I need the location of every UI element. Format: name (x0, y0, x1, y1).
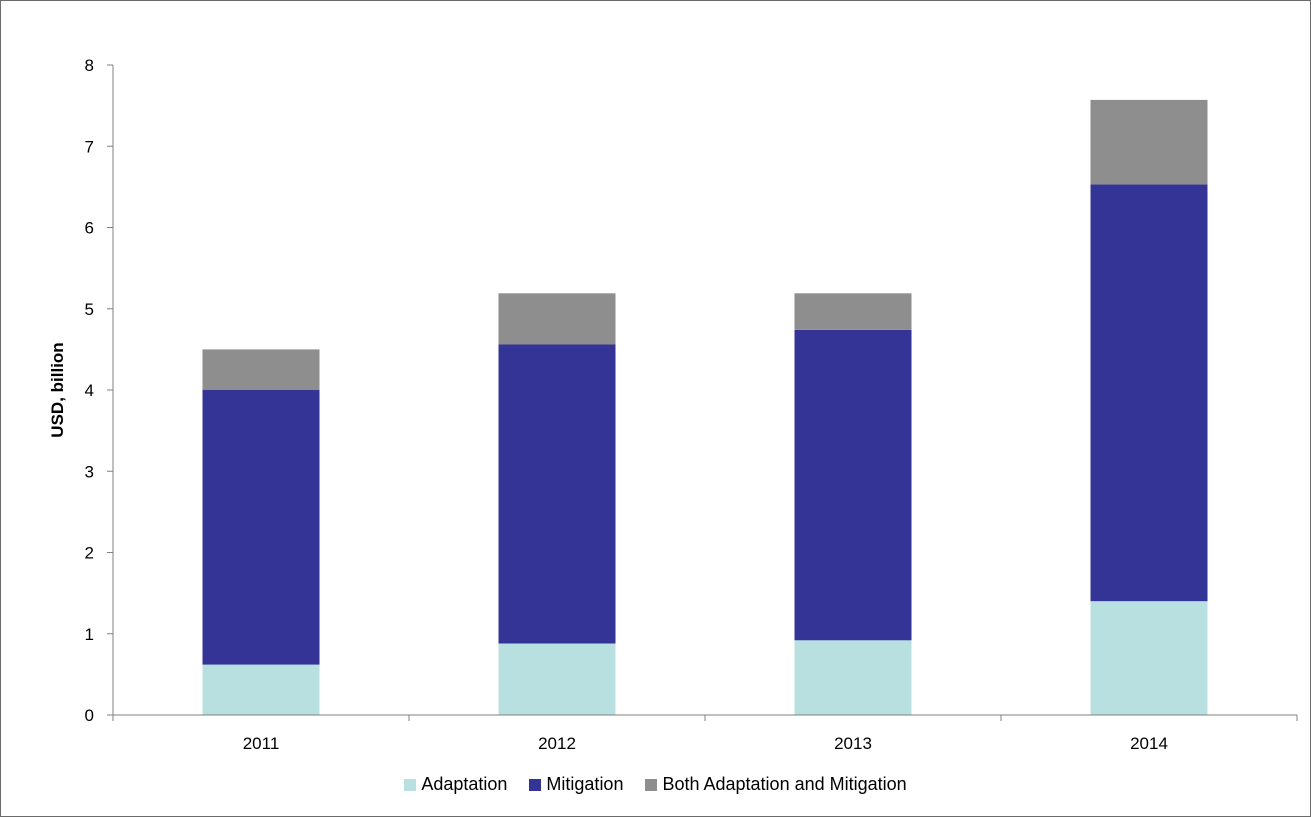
bar-adaptation-2014 (1090, 601, 1208, 716)
bar-adaptation-2011 (202, 664, 320, 715)
bar-both-adaptation-and-mitigation-2013 (794, 293, 912, 330)
bar-adaptation-2012 (498, 643, 616, 715)
bar-both-adaptation-and-mitigation-2014 (1090, 99, 1208, 185)
y-tick-label: 3 (85, 462, 94, 481)
legend: Adaptation Mitigation Both Adaptation and … (0, 774, 1311, 795)
y-tick-label: 7 (85, 137, 94, 156)
legend-label: Adaptation (421, 774, 508, 794)
bar-both-adaptation-and-mitigation-2012 (498, 293, 616, 345)
legend-item-both-adaptation-and-mitigation: Both Adaptation and Mitigation (645, 774, 907, 795)
bar-mitigation-2011 (202, 390, 320, 665)
bars-layer (202, 99, 1208, 716)
y-tick-label: 0 (85, 706, 94, 725)
y-tick-label: 6 (85, 219, 94, 238)
legend-label: Mitigation (546, 774, 624, 794)
x-tick-label: 2012 (538, 734, 576, 753)
axes-layer (107, 64, 1298, 721)
y-axis-title: USD, billion (48, 342, 67, 437)
legend-swatch (404, 778, 417, 791)
y-tick-label: 2 (85, 544, 94, 563)
legend-item-adaptation: Adaptation (404, 774, 507, 795)
x-tick-label: 2011 (243, 734, 280, 753)
y-tick-label: 5 (85, 300, 94, 319)
bar-mitigation-2012 (498, 344, 616, 644)
x-tick-label: 2013 (834, 734, 872, 753)
legend-label: Both Adaptation and Mitigation (662, 774, 907, 794)
labels-layer: 0 1 2 3 4 5 6 7 8 2011 2012 2013 2014 (85, 56, 1168, 753)
legend-item-mitigation: Mitigation (529, 774, 623, 795)
legend-swatch (529, 778, 542, 791)
legend-swatch (645, 778, 658, 791)
y-tick-label: 1 (85, 625, 94, 644)
bar-mitigation-2014 (1090, 184, 1208, 602)
bar-adaptation-2013 (794, 640, 912, 716)
bar-mitigation-2013 (794, 329, 912, 641)
bar-both-adaptation-and-mitigation-2011 (202, 349, 320, 390)
x-tick-label: 2014 (1130, 734, 1168, 753)
y-tick-label: 4 (85, 381, 94, 400)
y-tick-label: 8 (85, 56, 94, 75)
